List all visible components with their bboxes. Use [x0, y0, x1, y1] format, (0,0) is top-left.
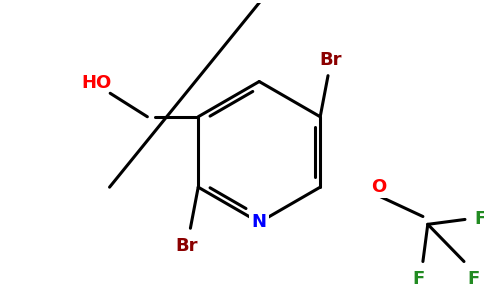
Text: F: F [413, 270, 425, 288]
Text: F: F [468, 270, 480, 288]
Text: Br: Br [320, 51, 342, 69]
Text: HO: HO [81, 74, 112, 92]
Text: O: O [371, 178, 387, 196]
Text: Br: Br [175, 237, 198, 255]
Text: N: N [252, 213, 267, 231]
Text: F: F [474, 210, 484, 228]
